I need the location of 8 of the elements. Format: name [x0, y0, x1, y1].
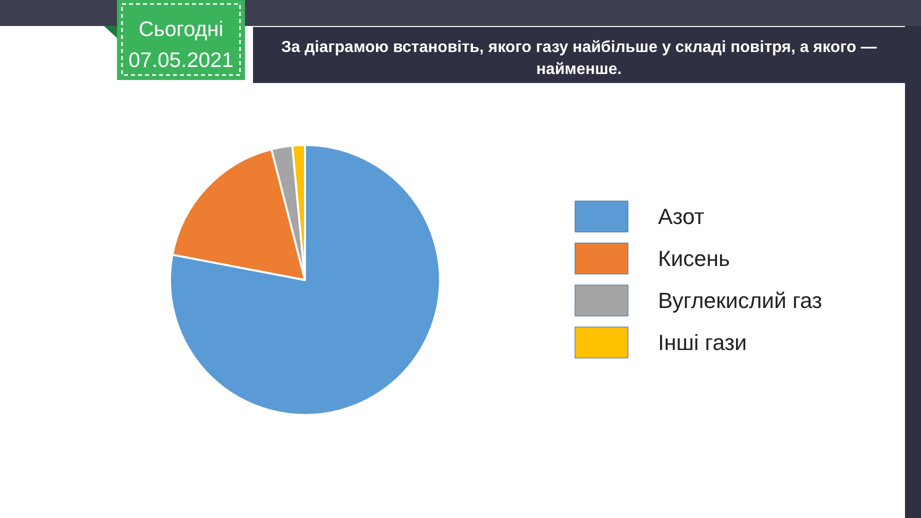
- text: Сьогодні: [138, 18, 224, 41]
- chart-title: За діаграмою встановіть, якого газу найбільше у складі повітря, а якого — найменше.: [281, 39, 877, 78]
- legend-label: Інші гази: [658, 330, 747, 355]
- pie-slice: [169, 144, 441, 416]
- legend-label: Вуглекислий газ: [658, 288, 822, 313]
- text: 07.05.2021: [128, 49, 234, 72]
- legend-label: Азот: [658, 204, 704, 229]
- legend-label: Кисень: [658, 246, 730, 271]
